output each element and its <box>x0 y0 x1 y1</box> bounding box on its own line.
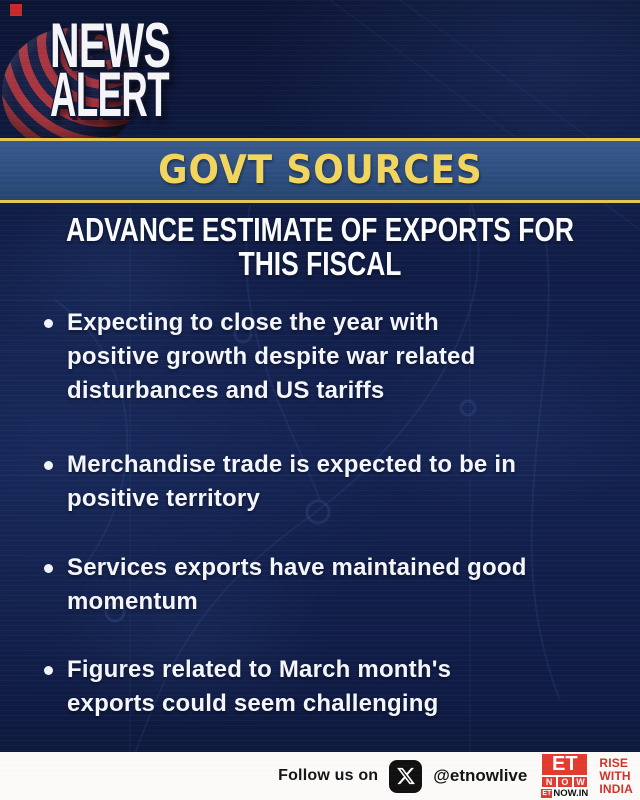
bullet-dot-icon <box>44 666 53 675</box>
etnow-logo: ET N O W ET NOW.IN <box>541 753 589 799</box>
x-logo-icon[interactable] <box>389 759 423 793</box>
list-item: Services exports have maintained good mo… <box>44 551 620 619</box>
etnow-site-prefix: ET <box>541 789 553 798</box>
bullet-text: Merchandise trade is expected to be in p… <box>67 451 517 512</box>
bullet-list: Expecting to close the year with positiv… <box>44 306 620 721</box>
list-item: Expecting to close the year with positiv… <box>44 306 620 408</box>
list-item: Figures related to March month's exports… <box>44 653 620 721</box>
follow-us-label: Follow us on <box>278 767 379 784</box>
etnow-logo-box: ET N O W <box>541 753 589 788</box>
etnow-now-letter: N <box>545 777 553 787</box>
source-banner-label: GOVT SOURCES <box>157 148 483 193</box>
tagline-line: RISE <box>599 755 629 770</box>
bullet-text: Figures related to March month's exports… <box>67 656 452 717</box>
etnow-site-suffix: NOW.IN <box>553 788 589 799</box>
etnow-site-strip: ET NOW.IN <box>541 788 589 799</box>
headline: ADVANCE ESTIMATE OF EXPORTS FOR THIS FIS… <box>66 211 574 282</box>
etnow-now-letter: W <box>571 777 588 787</box>
news-alert-logo: NEWS ALERT <box>50 10 252 131</box>
tagline-line: WITH <box>599 768 631 783</box>
etnow-logo-now: N O W <box>542 775 588 787</box>
source-banner: GOVT SOURCES <box>0 138 640 203</box>
bullet-dot-icon <box>44 461 53 470</box>
etnow-now-letter: O <box>556 777 572 787</box>
etnow-logo-et: ET <box>552 753 578 775</box>
bullet-text: Services exports have maintained good mo… <box>67 554 527 615</box>
social-handle[interactable]: @etnowlive <box>433 766 528 785</box>
tagline: RISE WITH INDIA <box>599 755 637 796</box>
red-square-decoration <box>10 4 22 16</box>
news-alert-line1: NEWS <box>50 10 171 82</box>
list-item: Merchandise trade is expected to be in p… <box>44 448 620 516</box>
bullet-text: Expecting to close the year with positiv… <box>67 309 476 404</box>
bullet-dot-icon <box>44 319 53 328</box>
footer-bar: Follow us on @etnowlive ET N O W ET NOW.… <box>0 752 640 800</box>
bullet-dot-icon <box>44 564 53 573</box>
news-alert-line2: ALERT <box>50 59 170 131</box>
tagline-line: INDIA <box>599 781 633 796</box>
